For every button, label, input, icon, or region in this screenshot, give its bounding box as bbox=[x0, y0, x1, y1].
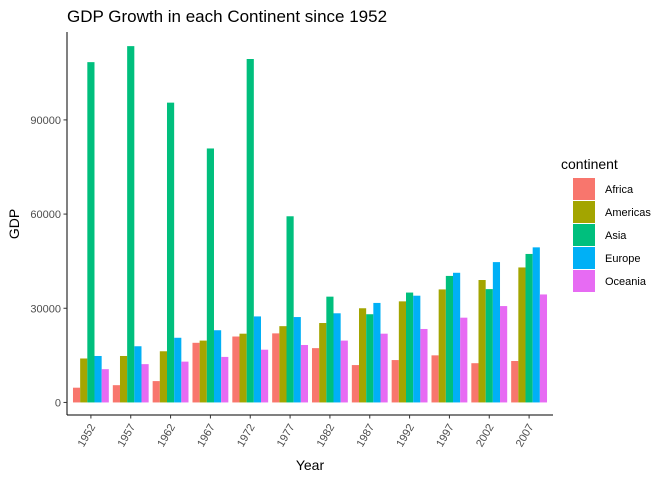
x-tick-label: 1982 bbox=[315, 422, 338, 449]
x-tick-label: 1952 bbox=[76, 422, 99, 449]
y-axis-title: GDP bbox=[6, 209, 22, 239]
bar-africa-1972 bbox=[232, 336, 240, 403]
x-axis-ticks: 1952 1957 1962 1967 1972 1977 1982 1987 1992 1997… bbox=[76, 415, 537, 449]
x-tick-label: 1972 bbox=[235, 422, 258, 449]
bar-africa-2007 bbox=[511, 361, 519, 403]
bar-africa-1977 bbox=[272, 333, 280, 403]
legend-key-asia bbox=[573, 224, 595, 246]
bar-africa-1952 bbox=[72, 387, 81, 403]
bar-oceania-1982 bbox=[340, 340, 348, 403]
bar-americas-1997 bbox=[438, 289, 446, 403]
legend-label-asia: Asia bbox=[605, 230, 627, 242]
x-axis-title: Year bbox=[296, 457, 325, 473]
bar-oceania-1952 bbox=[101, 369, 109, 403]
y-tick-label: 90000 bbox=[30, 115, 61, 127]
bar-asia-1957 bbox=[127, 46, 135, 403]
bar-europe-1962 bbox=[174, 337, 182, 403]
bar-oceania-1987 bbox=[380, 333, 388, 403]
bar-asia-1987 bbox=[366, 314, 374, 403]
bar-oceania-2007 bbox=[539, 294, 548, 403]
bar-europe-1977 bbox=[293, 317, 301, 403]
bar-americas-2007 bbox=[518, 267, 526, 403]
bar-americas-1962 bbox=[159, 351, 167, 403]
legend-label-americas: Americas bbox=[605, 207, 651, 219]
bar-africa-1997 bbox=[431, 355, 439, 403]
bar-africa-1967 bbox=[192, 342, 200, 403]
bar-asia-1977 bbox=[286, 216, 294, 403]
bar-asia-1962 bbox=[166, 102, 175, 403]
x-tick-label: 1992 bbox=[394, 422, 417, 449]
bar-africa-1962 bbox=[152, 381, 160, 403]
bar-africa-1992 bbox=[391, 360, 399, 403]
x-tick-label: 1967 bbox=[195, 422, 218, 449]
bar-oceania-1992 bbox=[420, 328, 428, 403]
bar-asia-1997 bbox=[445, 275, 454, 403]
legend-label-europe: Europe bbox=[605, 253, 640, 265]
bar-europe-1952 bbox=[94, 355, 102, 403]
bar-asia-1952 bbox=[87, 62, 95, 403]
bar-americas-2002 bbox=[478, 280, 486, 403]
y-tick-label: 0 bbox=[55, 397, 61, 409]
y-tick-label: 30000 bbox=[30, 303, 61, 315]
bars-layer bbox=[72, 46, 548, 403]
bar-europe-2007 bbox=[532, 247, 540, 403]
bar-europe-1967 bbox=[214, 330, 222, 403]
x-tick-label: 2002 bbox=[474, 422, 497, 449]
legend-key-africa bbox=[573, 178, 595, 200]
bar-americas-1967 bbox=[199, 340, 207, 403]
legend-label-oceania: Oceania bbox=[605, 276, 647, 288]
legend-key-oceania bbox=[573, 270, 595, 292]
y-axis-ticks: 0 30000 60000 90000 bbox=[30, 115, 67, 409]
bar-americas-1972 bbox=[239, 333, 247, 403]
bar-oceania-1957 bbox=[141, 364, 149, 403]
bar-europe-2002 bbox=[492, 262, 501, 403]
bar-africa-2002 bbox=[471, 363, 479, 403]
legend-title: continent bbox=[561, 156, 618, 172]
bar-americas-1977 bbox=[279, 326, 287, 403]
bar-oceania-1972 bbox=[261, 349, 269, 403]
bar-europe-1987 bbox=[373, 302, 381, 403]
x-tick-label: 1977 bbox=[275, 422, 298, 449]
bar-asia-2002 bbox=[485, 289, 493, 403]
x-tick-label: 1957 bbox=[116, 422, 139, 449]
chart-title: GDP Growth in each Continent since 1952 bbox=[67, 7, 387, 26]
bar-asia-1967 bbox=[206, 148, 214, 403]
bar-europe-1992 bbox=[413, 295, 421, 403]
bar-oceania-1997 bbox=[460, 317, 468, 403]
bar-africa-1987 bbox=[351, 365, 359, 403]
bar-asia-1992 bbox=[406, 292, 414, 403]
bar-americas-1992 bbox=[398, 301, 406, 403]
x-tick-label: 2007 bbox=[514, 422, 537, 449]
bar-oceania-1962 bbox=[181, 361, 189, 403]
bar-oceania-2002 bbox=[500, 306, 508, 403]
y-tick-label: 60000 bbox=[30, 209, 61, 221]
legend: continent Africa Americas Asia Europe Oceani… bbox=[561, 156, 651, 292]
x-tick-label: 1962 bbox=[155, 422, 178, 449]
bar-europe-1982 bbox=[333, 313, 341, 403]
bar-asia-1982 bbox=[326, 296, 334, 403]
bar-oceania-1977 bbox=[300, 344, 309, 403]
bar-americas-1987 bbox=[359, 308, 367, 403]
bar-europe-1997 bbox=[453, 272, 461, 403]
bar-americas-1982 bbox=[319, 323, 327, 403]
bar-asia-2007 bbox=[525, 253, 533, 403]
bar-americas-1957 bbox=[119, 355, 128, 403]
bar-europe-1957 bbox=[134, 346, 142, 403]
legend-label-africa: Africa bbox=[605, 184, 634, 196]
legend-key-americas bbox=[573, 201, 595, 223]
bar-africa-1957 bbox=[112, 385, 120, 403]
x-tick-label: 1987 bbox=[355, 422, 378, 449]
legend-key-europe bbox=[573, 247, 595, 269]
bar-africa-1982 bbox=[311, 348, 320, 403]
bar-europe-1972 bbox=[253, 316, 261, 403]
bar-oceania-1967 bbox=[221, 356, 229, 403]
x-tick-label: 1997 bbox=[434, 422, 457, 449]
bar-americas-1952 bbox=[80, 358, 88, 403]
bar-asia-1972 bbox=[246, 59, 254, 403]
